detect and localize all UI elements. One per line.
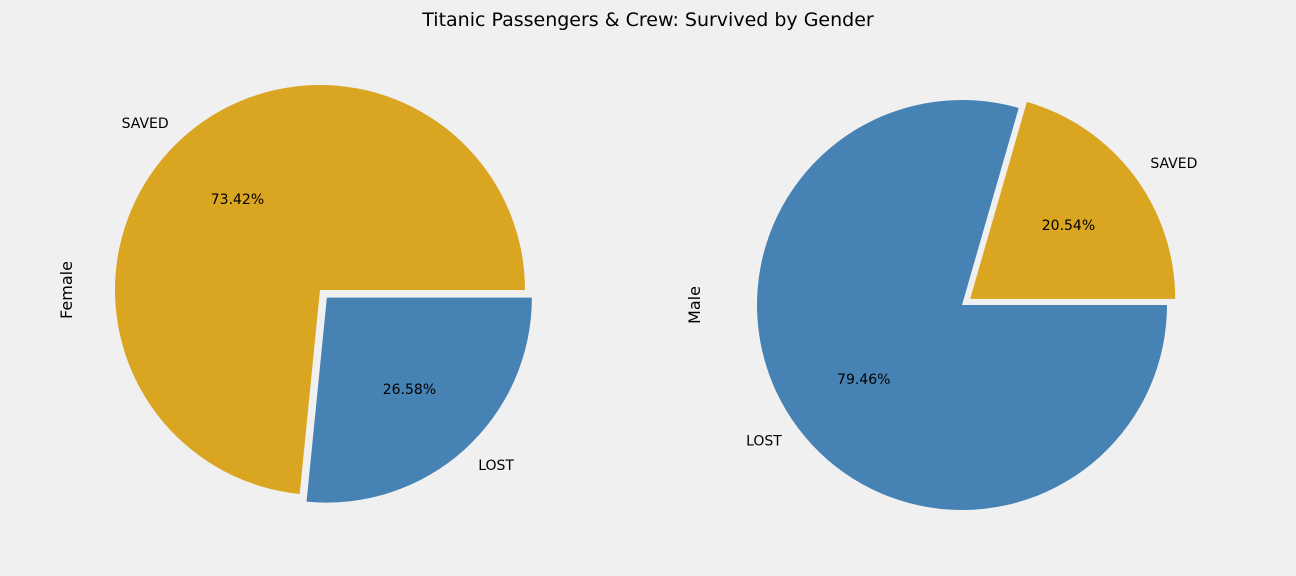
slice-label-lost: LOST bbox=[478, 458, 514, 474]
slice-label-lost: LOST bbox=[746, 434, 782, 450]
pie-chart-male: SAVED 20.54% LOST 79.46% Male bbox=[685, 99, 1197, 510]
pie-slice-saved bbox=[114, 85, 525, 494]
pie-ylabel: Male bbox=[685, 286, 704, 324]
pie-slice-lost bbox=[757, 99, 1167, 510]
pie-ylabel: Female bbox=[57, 261, 76, 319]
pie-slice-saved bbox=[970, 101, 1176, 299]
slice-label-saved: SAVED bbox=[122, 116, 169, 132]
slice-percent-saved: 73.42% bbox=[211, 192, 264, 208]
chart-title: Titanic Passengers & Crew: Survived by G… bbox=[421, 9, 874, 31]
slice-label-saved: SAVED bbox=[1150, 156, 1197, 172]
pie-slice-lost bbox=[306, 297, 532, 503]
slice-percent-lost: 79.46% bbox=[837, 372, 890, 388]
slice-percent-lost: 26.58% bbox=[383, 382, 436, 398]
pie-chart-female: SAVED 73.42% LOST 26.58% Female bbox=[57, 85, 532, 503]
slice-percent-saved: 20.54% bbox=[1042, 218, 1095, 234]
